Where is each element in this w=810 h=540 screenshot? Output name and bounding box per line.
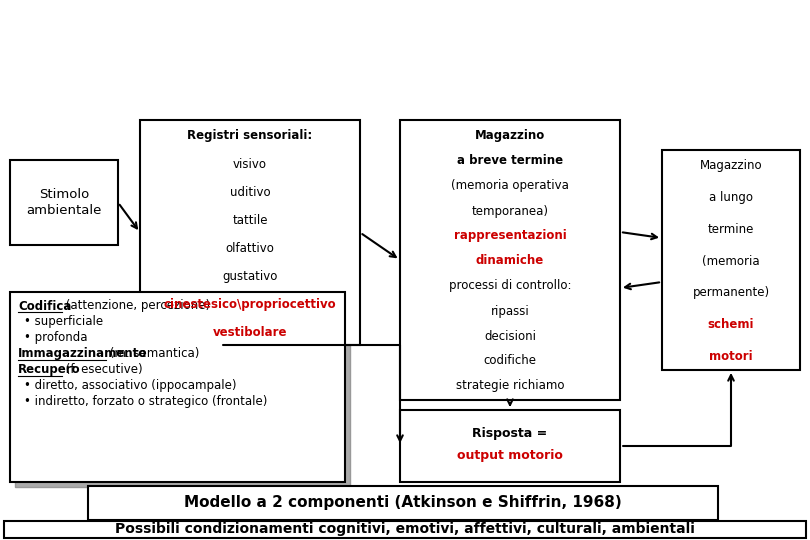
Text: ripassi: ripassi bbox=[491, 305, 530, 318]
Text: motori: motori bbox=[710, 349, 752, 362]
Text: cinestesico\propriocettivo: cinestesico\propriocettivo bbox=[164, 299, 336, 312]
Text: Magazzino: Magazzino bbox=[700, 159, 762, 172]
FancyBboxPatch shape bbox=[400, 410, 620, 482]
Text: Risposta =: Risposta = bbox=[472, 428, 548, 441]
FancyBboxPatch shape bbox=[10, 160, 118, 245]
Text: visivo: visivo bbox=[233, 158, 267, 171]
Text: Stimolo
ambientale: Stimolo ambientale bbox=[26, 188, 102, 217]
Text: (f. esecutive): (f. esecutive) bbox=[62, 363, 143, 376]
FancyBboxPatch shape bbox=[140, 120, 360, 345]
Text: Recupero: Recupero bbox=[18, 363, 81, 376]
Text: Registri sensoriali:: Registri sensoriali: bbox=[187, 130, 313, 143]
Text: (attenzione, percezione): (attenzione, percezione) bbox=[62, 300, 210, 313]
Text: schemi: schemi bbox=[708, 318, 754, 331]
Text: decisioni: decisioni bbox=[484, 329, 536, 342]
Text: processi di controllo:: processi di controllo: bbox=[449, 280, 571, 293]
Text: uditivo: uditivo bbox=[230, 186, 271, 199]
Text: temporanea): temporanea) bbox=[471, 205, 548, 218]
FancyBboxPatch shape bbox=[4, 521, 806, 538]
Text: dinamiche: dinamiche bbox=[476, 254, 544, 267]
Text: output motorio: output motorio bbox=[457, 449, 563, 462]
Text: • indiretto, forzato o strategico (frontale): • indiretto, forzato o strategico (front… bbox=[24, 395, 267, 408]
FancyBboxPatch shape bbox=[88, 486, 718, 520]
Text: (m. semantica): (m. semantica) bbox=[105, 348, 199, 361]
FancyBboxPatch shape bbox=[15, 297, 350, 487]
Text: Magazzino: Magazzino bbox=[475, 130, 545, 143]
Text: • profonda: • profonda bbox=[24, 332, 87, 345]
Text: • superficiale: • superficiale bbox=[24, 315, 103, 328]
Text: termine: termine bbox=[708, 223, 754, 236]
Text: a lungo: a lungo bbox=[709, 191, 753, 204]
Text: Modello a 2 componenti (Atkinson e Shiffrin, 1968): Modello a 2 componenti (Atkinson e Shiff… bbox=[184, 496, 622, 510]
Text: olfattivo: olfattivo bbox=[225, 242, 275, 255]
Text: gustativo: gustativo bbox=[222, 270, 278, 283]
Text: Possibili condizionamenti cognitivi, emotivi, affettivi, culturali, ambientali: Possibili condizionamenti cognitivi, emo… bbox=[115, 522, 695, 536]
Text: permanente): permanente) bbox=[693, 286, 769, 299]
Text: strategie richiamo: strategie richiamo bbox=[456, 380, 565, 393]
FancyBboxPatch shape bbox=[10, 292, 345, 482]
Text: codifiche: codifiche bbox=[484, 354, 536, 368]
Text: Immagazzinamento: Immagazzinamento bbox=[18, 348, 147, 361]
FancyBboxPatch shape bbox=[662, 150, 800, 370]
Text: tattile: tattile bbox=[232, 214, 268, 227]
Text: (memoria: (memoria bbox=[702, 254, 760, 267]
Text: • diretto, associativo (ippocampale): • diretto, associativo (ippocampale) bbox=[24, 380, 237, 393]
FancyBboxPatch shape bbox=[400, 120, 620, 400]
Text: vestibolare: vestibolare bbox=[213, 327, 288, 340]
Text: (memoria operativa: (memoria operativa bbox=[451, 179, 569, 192]
Text: Codifica: Codifica bbox=[18, 300, 71, 313]
Text: a breve termine: a breve termine bbox=[457, 154, 563, 167]
Text: rappresentazioni: rappresentazioni bbox=[454, 230, 566, 242]
